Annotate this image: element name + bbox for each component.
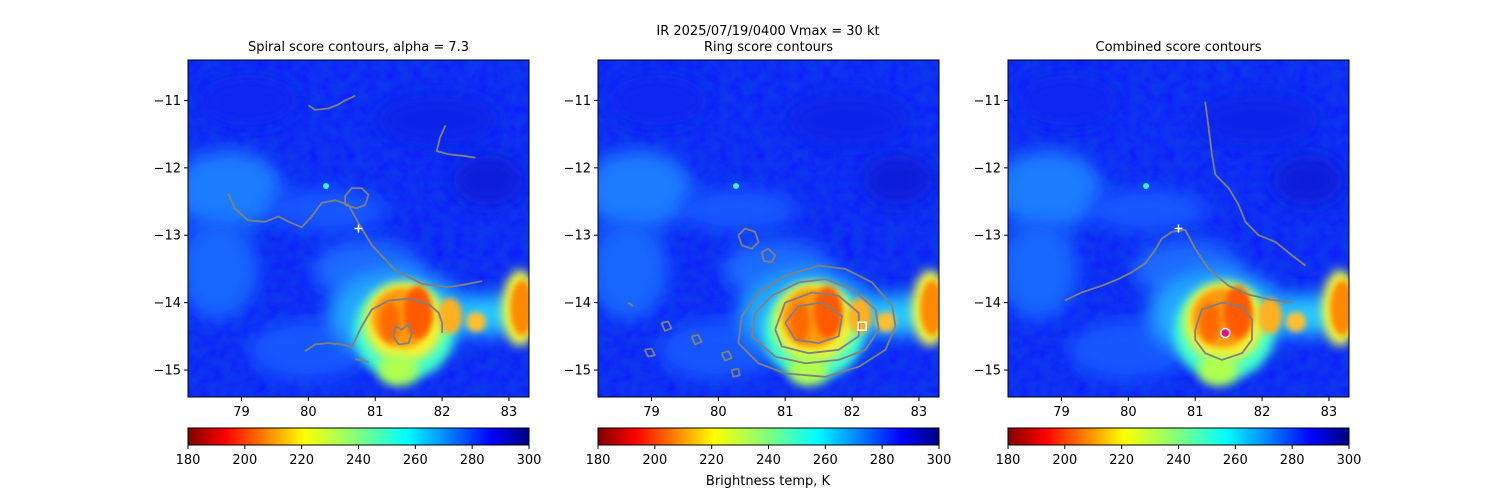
panel-title-ring: Ring score contours [704, 40, 833, 55]
plot-frame [187, 59, 530, 398]
y-tick-label: −14 [974, 296, 1001, 311]
y-tick-label: −13 [974, 229, 1001, 244]
colorbar-tick-label: 260 [813, 453, 838, 468]
colorbar-tick-label: 300 [517, 453, 542, 468]
colorbar-tick-label: 200 [232, 453, 257, 468]
center-square-marker [857, 321, 867, 331]
colorbar-tick-label: 240 [1166, 453, 1191, 468]
contour-line [1204, 101, 1307, 267]
contour-line [304, 297, 443, 352]
x-tick-label: 79 [1053, 405, 1070, 420]
y-tick-label: −12 [974, 161, 1001, 176]
colorbar-tick-label: 180 [586, 453, 611, 468]
best-center-marker [1220, 327, 1231, 339]
colorbar-ring: 180 200 220 240 260 280 300 [586, 427, 952, 468]
contour-line [344, 187, 370, 210]
y-tick-label: −15 [154, 364, 181, 379]
contour-line [750, 278, 880, 365]
contour-line [720, 350, 733, 362]
y-tick-label: −13 [154, 229, 181, 244]
figure-suptitle: IR 2025/07/19/0400 Vmax = 30 kt [656, 24, 879, 39]
x-tick-label: 83 [911, 405, 928, 420]
y-tick-label: −14 [154, 296, 181, 311]
ir-image-ring [583, 60, 948, 397]
y-tick-label: −11 [564, 94, 591, 109]
contour-line [760, 247, 777, 264]
contour-line [435, 125, 476, 159]
colorbar-tick-label: 180 [176, 453, 201, 468]
x-tick-label: 80 [1120, 405, 1137, 420]
colorbar-tick-label: 220 [1109, 453, 1134, 468]
y-tick-label: −12 [154, 161, 181, 176]
y-tick-label: −15 [974, 364, 1001, 379]
colorbar-label: Brightness temp, K [706, 474, 831, 489]
x-tick-label: 79 [233, 405, 250, 420]
contour-line [784, 301, 843, 344]
colorbar-tick-label: 260 [1223, 453, 1248, 468]
panel-title-spiral: Spiral score contours, alpha = 7.3 [248, 40, 469, 55]
panel-spiral: Spiral score contours, alpha = 7.3 79 80 8… [154, 40, 530, 420]
colorbar-tick-label: 280 [870, 453, 895, 468]
spiral-contours [227, 94, 483, 363]
x-tick-label: 81 [1187, 405, 1204, 420]
plot-frame [597, 59, 940, 398]
contour-line [660, 320, 673, 332]
contour-line [690, 334, 703, 346]
colorbar-tick-label: 220 [289, 453, 314, 468]
y-tick-label: −11 [154, 94, 181, 109]
x-tick-label: 81 [367, 405, 384, 420]
y-tick-label: −13 [564, 229, 591, 244]
colorbar-tick-label: 300 [927, 453, 952, 468]
y-tick-label: −15 [564, 364, 591, 379]
colorbar-tick-label: 280 [460, 453, 485, 468]
colorbar-tick-label: 260 [403, 453, 428, 468]
combined-contours [1064, 101, 1307, 361]
x-tick-label: 80 [300, 405, 317, 420]
panel-title-combined: Combined score contours [1096, 40, 1262, 55]
x-tick-label: 82 [434, 405, 451, 420]
colorbar-tick-label: 200 [642, 453, 667, 468]
contour-line [737, 227, 760, 250]
colorbar-tick-label: 220 [699, 453, 724, 468]
contour-line [730, 367, 741, 378]
plot-frame [1007, 59, 1350, 398]
contour-line [307, 94, 356, 111]
center-plus-marker [354, 224, 363, 233]
contour-line [737, 264, 897, 378]
colorbar-spiral: 180 200 220 240 260 280 300 [176, 427, 542, 468]
colorbar-tick-label: 200 [1052, 453, 1077, 468]
colorbar-tick-label: 280 [1280, 453, 1305, 468]
x-tick-label: 79 [643, 405, 660, 420]
contour-line [355, 358, 369, 363]
x-tick-label: 83 [1321, 405, 1338, 420]
x-tick-label: 82 [1254, 405, 1271, 420]
x-tick-label: 83 [501, 405, 518, 420]
contour-line [1194, 301, 1253, 361]
contour-line [227, 193, 483, 288]
colorbar-tick-label: 300 [1337, 453, 1362, 468]
y-tick-label: −14 [564, 296, 591, 311]
contour-line [643, 347, 656, 358]
x-tick-label: 82 [844, 405, 861, 420]
contour-line [1064, 228, 1293, 304]
colorbar-tick-label: 180 [996, 453, 1021, 468]
x-tick-label: 80 [710, 405, 727, 420]
contour-line [627, 301, 634, 307]
colorbar-combined: 180 200 220 240 260 280 300 [996, 427, 1362, 468]
panel-combined: Combined score contours 79 80 81 82 83 −11 −12… [974, 40, 1350, 420]
y-tick-label: −11 [974, 94, 1001, 109]
contour-line [392, 323, 413, 346]
panel-ring: Ring score contours 79 80 81 82 83 −11 −12 −13 −… [564, 40, 948, 420]
x-tick-label: 81 [777, 405, 794, 420]
y-tick-label: −12 [564, 161, 591, 176]
center-plus-marker [1174, 224, 1183, 233]
colorbar-tick-label: 240 [756, 453, 781, 468]
colorbar-tick-label: 240 [346, 453, 371, 468]
